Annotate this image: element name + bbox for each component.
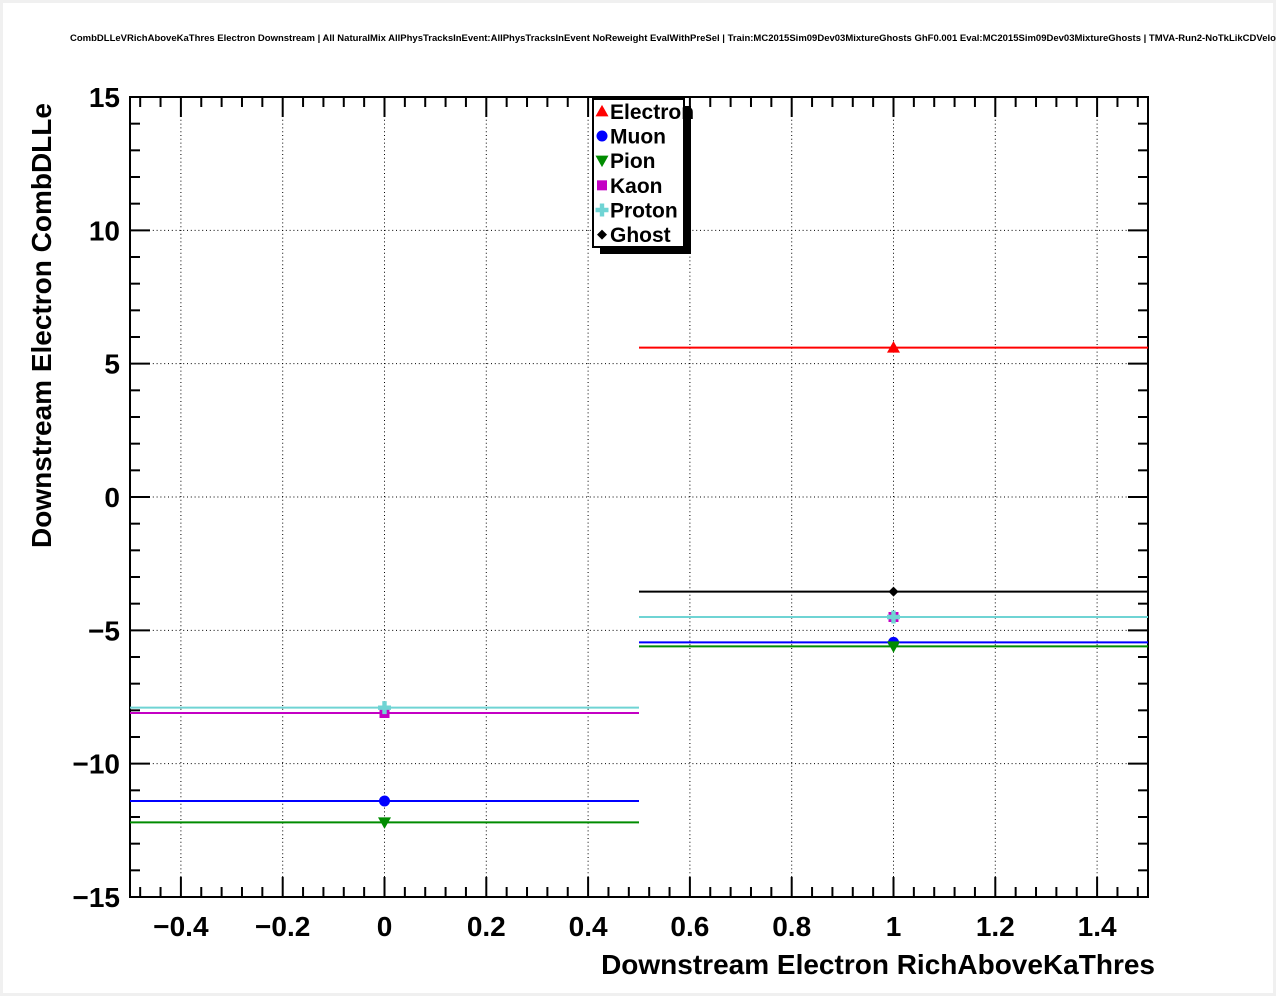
axis-ticks: [130, 97, 1148, 897]
y-tick-label: 0: [104, 482, 120, 513]
y-tick-label: −5: [88, 615, 120, 646]
plot-title: CombDLLeVRichAboveKaThres Electron Downs…: [70, 33, 1276, 44]
x-tick-label: 0.4: [569, 911, 608, 942]
x-tick-label: 0: [377, 911, 393, 942]
x-tick-label: −0.2: [255, 911, 310, 942]
legend-frame: [592, 98, 685, 248]
legend-label: Muon: [610, 126, 666, 149]
x-tick-label: 0.6: [670, 911, 709, 942]
x-tick-label: 1.4: [1078, 911, 1117, 942]
y-axis-title: Downstream Electron CombDLLe: [26, 103, 57, 548]
x-tick-label: 0.8: [772, 911, 811, 942]
x-axis-title: Downstream Electron RichAboveKaThres: [601, 949, 1155, 980]
legend-entry-muon: Muon: [596, 126, 666, 149]
legend-label: Pion: [610, 150, 656, 173]
gridlines: [130, 97, 1148, 897]
legend-entry-proton: Proton: [595, 200, 678, 223]
series-pion: [130, 641, 1148, 829]
y-tick-label: −10: [73, 749, 121, 780]
legend-entry-pion: Pion: [595, 150, 656, 173]
legend-entry-kaon: Kaon: [597, 175, 663, 198]
x-tick-labels: −0.4 −0.2 0 0.2 0.4 0.6 0.8 1 1.2 1.4: [153, 911, 1117, 942]
series-proton: [130, 610, 1148, 715]
y-tick-label: −15: [73, 882, 121, 913]
legend-label: Ghost: [610, 224, 671, 247]
series-ghost: [639, 586, 1148, 597]
legend-label: Proton: [610, 200, 678, 223]
y-tick-label: 5: [104, 349, 120, 380]
x-tick-label: 1: [886, 911, 902, 942]
series-electron: [639, 341, 1148, 353]
x-tick-label: 0.2: [467, 911, 506, 942]
x-tick-label: −0.4: [153, 911, 209, 942]
legend-label: Electron: [610, 101, 694, 124]
legend-label: Kaon: [610, 175, 663, 198]
y-tick-labels: −15 −10 −5 0 5 10 15: [73, 82, 121, 913]
x-tick-label: 1.2: [976, 911, 1015, 942]
y-tick-label: 15: [89, 82, 120, 113]
legend-entry-ghost: Ghost: [597, 224, 671, 247]
legend-entry-electron: Electron: [595, 101, 694, 124]
y-tick-label: 10: [89, 215, 120, 246]
